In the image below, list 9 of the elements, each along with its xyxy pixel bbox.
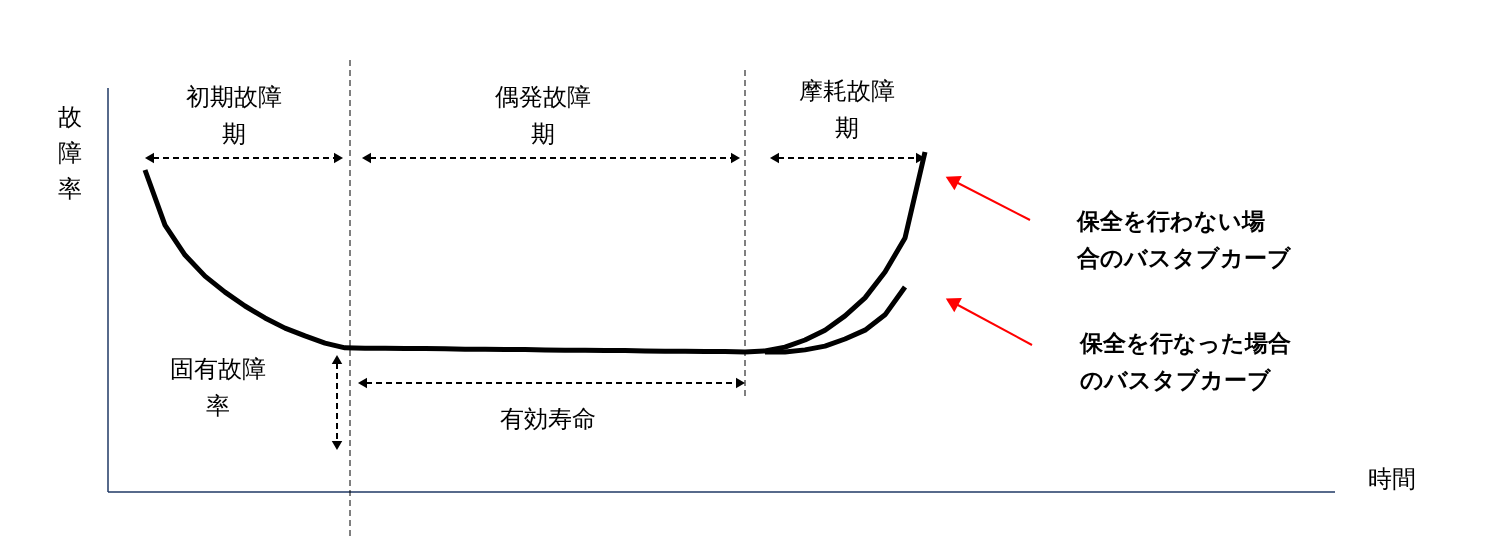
text: 時間 [1368,465,1416,493]
text: 偶発故障期 [495,83,591,148]
annotation: 固有故障率 [170,355,266,420]
text: 保全を行わない場合のバスタブカーブ [1076,208,1292,271]
text: 初期故障期 [186,83,282,148]
y-axis-title: 故障率 [58,103,82,203]
annotation: 有効寿命 [500,405,596,433]
text: 保全を行なった場合のバスタブカーブ [1079,330,1291,393]
text: 摩耗故障期 [799,77,895,142]
